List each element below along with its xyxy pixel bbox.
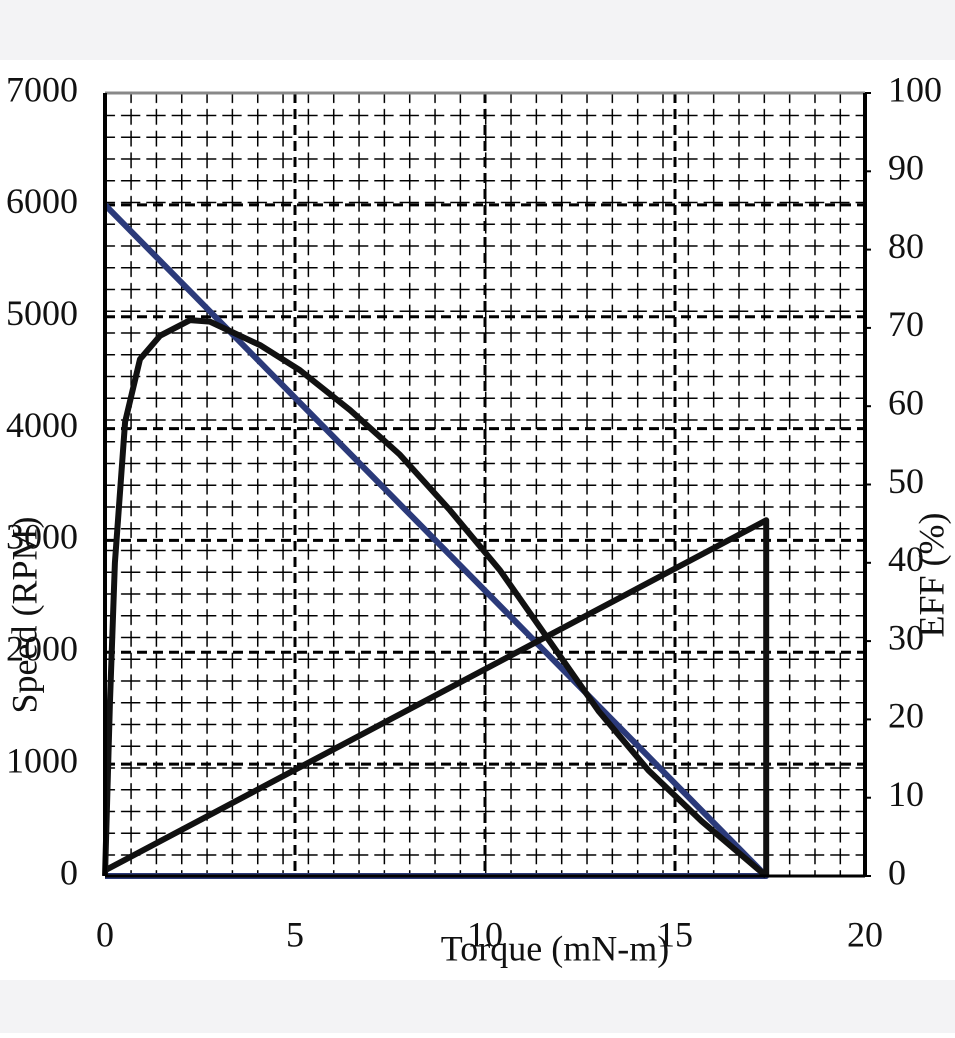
y2-tick-label: 30 <box>888 617 924 657</box>
y2-tick-label: 50 <box>888 461 924 501</box>
y2-tick-label: 40 <box>888 539 924 579</box>
top-band <box>0 0 955 60</box>
y2-tick-label: 70 <box>888 304 924 344</box>
y-tick-label: 1000 <box>6 740 78 780</box>
y-tick-label: 6000 <box>6 181 78 221</box>
y2-tick-label: 100 <box>888 69 942 109</box>
y-tick-label: 3000 <box>6 517 78 557</box>
series-line <box>103 517 770 876</box>
y-tick-label: 2000 <box>6 629 78 669</box>
y-tick-label: 4000 <box>6 405 78 445</box>
y-axis-label: Speed (RPM) <box>4 517 44 714</box>
x-tick-label: 20 <box>847 914 883 954</box>
y2-axis-label: EFF (%) <box>911 513 951 638</box>
x-tick-label: 10 <box>467 914 503 954</box>
y-tick-label: 7000 <box>6 69 78 109</box>
y-tick-label: 0 <box>60 852 78 892</box>
y2-tick-label: 60 <box>888 382 924 422</box>
x-tick-label: 5 <box>286 914 304 954</box>
y2-tick-label: 20 <box>888 696 924 736</box>
x-tick-label: 15 <box>657 914 693 954</box>
y2-tick-label: 90 <box>888 148 924 188</box>
y-tick-label: 5000 <box>6 293 78 333</box>
x-tick-label: 0 <box>96 914 114 954</box>
y2-tick-label: 10 <box>888 774 924 814</box>
y2-tick-label: 0 <box>888 852 906 892</box>
x-axis-label: Torque (mN-m) <box>441 928 669 968</box>
bottom-band <box>0 980 955 1033</box>
series-line <box>102 317 769 879</box>
y2-tick-label: 80 <box>888 226 924 266</box>
